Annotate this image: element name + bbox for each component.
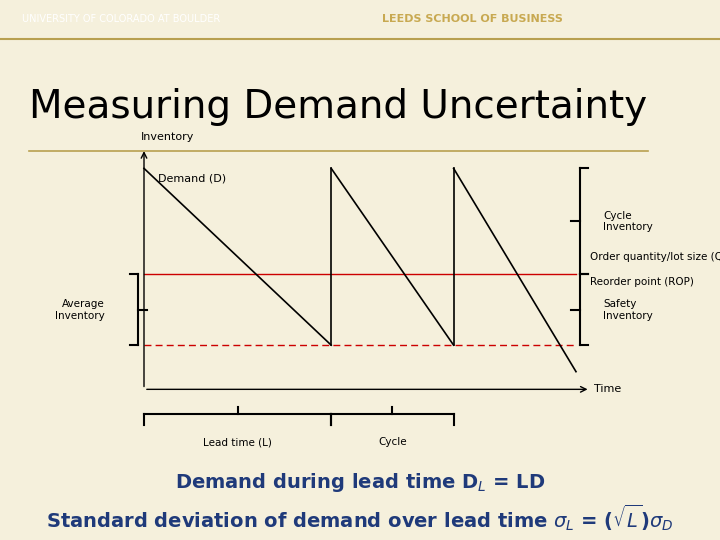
Text: UNIVERSITY OF COLORADO AT BOULDER: UNIVERSITY OF COLORADO AT BOULDER [22,14,220,24]
Text: Average
Inventory: Average Inventory [55,299,104,321]
Text: Standard deviation of demand over lead time $\sigma_L$ = ($\sqrt{L}$)$\sigma_D$: Standard deviation of demand over lead t… [46,502,674,532]
Text: Demand during lead time D$_L$ = LD: Demand during lead time D$_L$ = LD [175,471,545,494]
Text: Lead time (L): Lead time (L) [203,437,272,447]
Text: Cycle: Cycle [378,437,407,447]
Text: Time: Time [594,384,621,394]
Text: Order quantity/lot size (Q): Order quantity/lot size (Q) [590,252,720,262]
Text: Demand (D): Demand (D) [158,173,227,184]
Text: Measuring Demand Uncertainty: Measuring Demand Uncertainty [29,88,647,126]
Text: Inventory: Inventory [140,132,194,142]
Text: LEEDS SCHOOL OF BUSINESS: LEEDS SCHOOL OF BUSINESS [382,14,562,24]
Text: Reorder point (ROP): Reorder point (ROP) [590,277,694,287]
Text: Cycle
Inventory: Cycle Inventory [603,211,653,232]
Text: Safety
Inventory: Safety Inventory [603,299,653,321]
